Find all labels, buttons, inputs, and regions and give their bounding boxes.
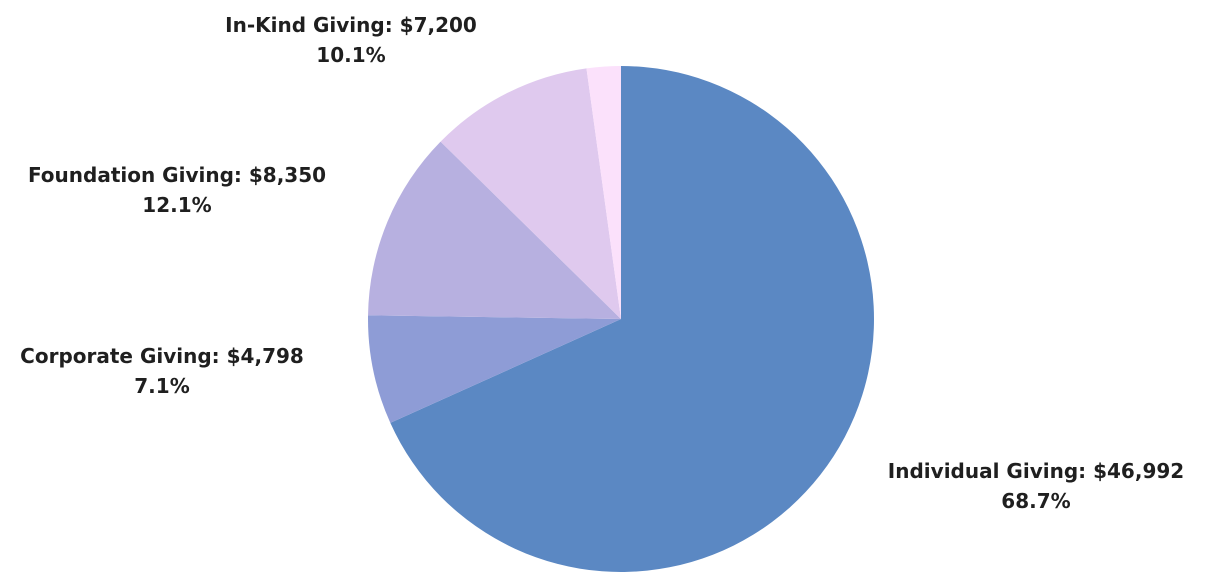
label-corporate-giving-percent: 7.1% — [134, 374, 190, 398]
label-individual-giving-percent: 68.7% — [1001, 489, 1071, 513]
label-individual-giving: Individual Giving: $46,992 68.7% — [888, 456, 1184, 516]
label-foundation-giving-text: Foundation Giving: $8,350 — [27, 163, 327, 187]
pie-slice-corporate-giving — [368, 315, 621, 423]
label-corporate-giving-text: Corporate Giving: $4,798 — [20, 344, 304, 368]
label-foundation-giving-percent: 12.1% — [142, 193, 212, 217]
label-corporate-giving: Corporate Giving: $4,798 7.1% — [20, 341, 304, 401]
pie-slice-in-kind-giving — [440, 68, 621, 320]
pie-slice-other — [586, 66, 621, 319]
pie-slice-individual-giving — [390, 66, 874, 572]
label-individual-giving-text: Individual Giving: $46,992 — [887, 459, 1185, 483]
label-in-kind-giving-percent: 10.1% — [316, 43, 386, 67]
label-in-kind-giving-text: In-Kind Giving: $7,200 — [225, 13, 477, 37]
pie-slice-foundation-giving — [368, 141, 621, 319]
label-in-kind-giving: In-Kind Giving: $7,200 10.1% — [225, 10, 477, 70]
label-foundation-giving: Foundation Giving: $8,350 12.1% — [28, 160, 326, 220]
